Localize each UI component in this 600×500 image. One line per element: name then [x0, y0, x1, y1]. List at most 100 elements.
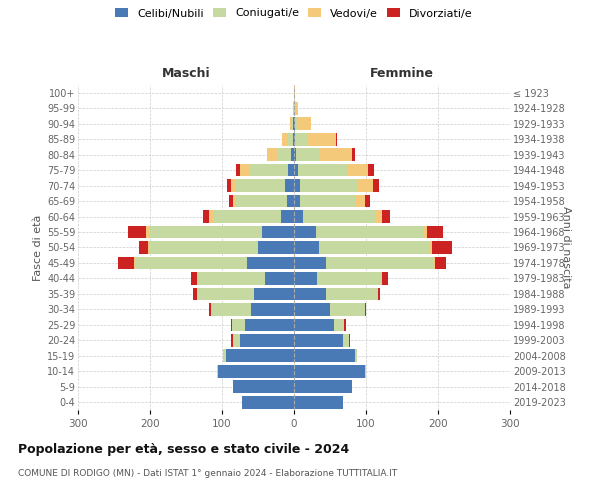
Bar — [373, 179, 379, 192]
Bar — [294, 396, 343, 408]
Bar — [288, 164, 294, 176]
Bar — [294, 380, 352, 393]
Bar — [293, 118, 294, 130]
Y-axis label: Fasce di età: Fasce di età — [32, 214, 43, 280]
Bar — [240, 334, 294, 346]
Bar — [294, 303, 330, 316]
Bar — [203, 210, 209, 223]
Bar — [294, 102, 295, 115]
Bar — [211, 303, 251, 316]
Bar — [118, 256, 134, 270]
Bar — [368, 164, 374, 176]
Bar — [294, 118, 295, 130]
Bar — [282, 133, 287, 145]
Bar — [382, 210, 391, 223]
Bar — [358, 179, 373, 192]
Bar — [128, 226, 146, 238]
Bar — [336, 133, 337, 145]
Bar — [300, 179, 358, 192]
Bar — [326, 288, 378, 300]
Bar — [295, 118, 298, 130]
Bar — [365, 194, 370, 207]
Bar — [139, 241, 148, 254]
Bar — [435, 256, 446, 270]
Bar — [365, 365, 366, 378]
Bar — [308, 133, 336, 145]
Bar — [233, 380, 294, 393]
Bar — [294, 365, 365, 378]
Bar — [242, 396, 294, 408]
Bar — [431, 241, 452, 254]
Bar — [347, 164, 368, 176]
Bar — [281, 210, 294, 223]
Bar — [136, 256, 247, 270]
Bar — [218, 365, 294, 378]
Text: Femmine: Femmine — [370, 68, 434, 80]
Bar — [134, 256, 136, 270]
Bar — [191, 272, 197, 285]
Bar — [226, 350, 294, 362]
Bar — [330, 303, 365, 316]
Bar — [295, 102, 298, 115]
Bar — [294, 148, 296, 161]
Bar — [287, 194, 294, 207]
Bar — [150, 226, 262, 238]
Bar — [344, 318, 346, 331]
Bar — [294, 318, 334, 331]
Bar — [146, 226, 150, 238]
Bar — [382, 272, 388, 285]
Bar — [294, 350, 355, 362]
Bar — [230, 318, 232, 331]
Bar — [248, 164, 288, 176]
Text: Popolazione per età, sesso e stato civile - 2024: Popolazione per età, sesso e stato civil… — [18, 442, 349, 456]
Bar — [265, 272, 294, 285]
Bar — [296, 148, 319, 161]
Bar — [294, 256, 326, 270]
Bar — [316, 226, 424, 238]
Bar — [349, 334, 350, 346]
Bar — [352, 148, 355, 161]
Bar — [294, 210, 302, 223]
Bar — [217, 365, 218, 378]
Bar — [197, 288, 254, 300]
Bar — [378, 288, 380, 300]
Bar — [302, 210, 376, 223]
Bar — [245, 318, 294, 331]
Bar — [294, 334, 343, 346]
Bar — [286, 179, 294, 192]
Bar — [326, 256, 433, 270]
Bar — [356, 194, 365, 207]
Bar — [254, 288, 294, 300]
Bar — [290, 118, 292, 130]
Bar — [365, 303, 366, 316]
Bar — [236, 179, 286, 192]
Legend: Celibi/Nubili, Coniugati/e, Vedovi/e, Divorziati/e: Celibi/Nubili, Coniugati/e, Vedovi/e, Di… — [115, 8, 473, 18]
Bar — [232, 318, 245, 331]
Bar — [233, 334, 240, 346]
Bar — [268, 148, 278, 161]
Y-axis label: Anni di nascita: Anni di nascita — [561, 206, 571, 288]
Bar — [334, 318, 344, 331]
Bar — [278, 148, 291, 161]
Bar — [292, 118, 293, 130]
Bar — [355, 350, 356, 362]
Bar — [212, 210, 281, 223]
Bar — [251, 303, 294, 316]
Bar — [150, 241, 258, 254]
Bar — [424, 226, 427, 238]
Bar — [433, 256, 435, 270]
Bar — [258, 241, 294, 254]
Bar — [294, 288, 326, 300]
Bar — [262, 226, 294, 238]
Bar — [293, 102, 294, 115]
Bar — [148, 241, 150, 254]
Bar — [294, 133, 295, 145]
Bar — [227, 179, 230, 192]
Bar — [294, 272, 317, 285]
Bar — [240, 164, 248, 176]
Bar — [317, 272, 382, 285]
Text: Maschi: Maschi — [161, 68, 211, 80]
Bar — [193, 288, 197, 300]
Bar — [294, 226, 316, 238]
Bar — [300, 194, 356, 207]
